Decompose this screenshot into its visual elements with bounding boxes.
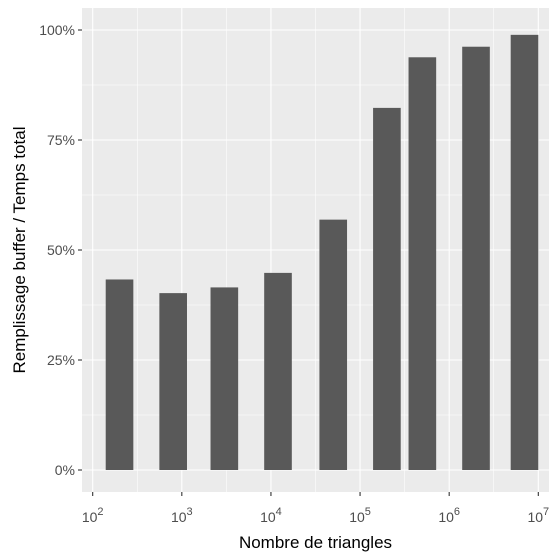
- x-tick-label: 104: [260, 506, 282, 525]
- x-tick-label: 107: [527, 506, 549, 525]
- bar: [373, 107, 401, 470]
- y-tick-label: 0%: [55, 462, 75, 478]
- y-axis-title: Remplissage buffer / Temps total: [10, 127, 29, 374]
- y-tick-label: 50%: [47, 242, 75, 258]
- x-tick-label: 106: [438, 506, 460, 525]
- bar: [159, 293, 187, 470]
- bar: [105, 279, 134, 470]
- x-tick-label: 102: [82, 506, 104, 525]
- x-tick-label: 105: [349, 506, 371, 525]
- x-tick-label: 103: [171, 506, 193, 525]
- bar: [510, 34, 539, 471]
- x-axis: 102 103 104 105 106 107: [82, 492, 549, 525]
- x-axis-title: Nombre de triangles: [239, 533, 392, 552]
- bar: [264, 272, 292, 470]
- y-tick-label: 75%: [47, 132, 75, 148]
- bar: [210, 287, 239, 470]
- bar: [462, 46, 490, 470]
- y-tick-label: 25%: [47, 352, 75, 368]
- y-axis: 0% 25% 50% 75% 100%: [39, 22, 82, 478]
- bars: [105, 34, 539, 471]
- bar: [408, 57, 437, 470]
- y-tick-label: 100%: [39, 22, 75, 38]
- bar: [319, 219, 348, 470]
